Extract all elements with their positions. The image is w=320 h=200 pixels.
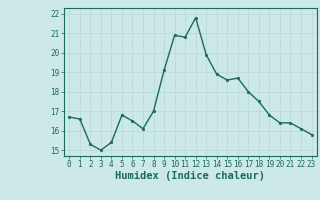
- X-axis label: Humidex (Indice chaleur): Humidex (Indice chaleur): [116, 171, 265, 181]
